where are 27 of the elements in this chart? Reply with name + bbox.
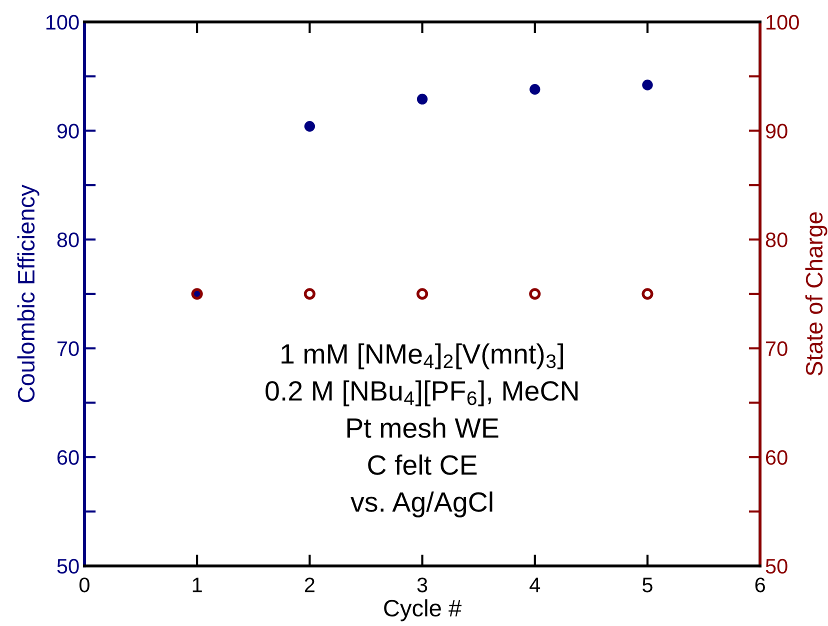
y2-axis-title: State of Charge xyxy=(805,212,828,376)
y2-tick-label: 100 xyxy=(766,14,799,30)
annotation: 1 mM [NMe$_{4}$]$_{2}$[V(mnt)$_{3}$] xyxy=(282,343,563,370)
annotation: Pt mesh WE xyxy=(347,418,498,438)
y-tick-label: 100 xyxy=(46,14,79,30)
y-tick-label: 50 xyxy=(57,558,79,574)
x-tick-label: 2 xyxy=(304,578,314,592)
y-tick-label: 90 xyxy=(57,124,79,138)
annotation: 0.2 M [NBu$_{4}$][PF$_{6}$], MeCN xyxy=(266,380,578,406)
x-tick-label: 4 xyxy=(530,578,540,592)
y-tick-label: 60 xyxy=(57,450,79,465)
annotation: vs. Ag/AgCl xyxy=(350,491,492,518)
y2-tick-label: 80 xyxy=(766,232,788,248)
y-tick-label: 80 xyxy=(57,232,79,248)
annotation: C felt CE xyxy=(368,454,477,475)
x-tick-label: 5 xyxy=(642,578,652,592)
x-tick-label: 1 xyxy=(192,578,202,592)
x-tick-label: 3 xyxy=(417,578,428,592)
y2-tick-label: 90 xyxy=(766,124,788,138)
x-tick-label: 0 xyxy=(79,578,90,592)
y-tick-label: 70 xyxy=(57,341,79,356)
x-tick-label: 6 xyxy=(755,578,765,592)
y2-tick-label: 60 xyxy=(766,450,788,465)
y-axis-title: Coulombic Efficiency xyxy=(17,184,40,402)
x-axis-title: Cycle # xyxy=(384,599,462,622)
y2-tick-label: 70 xyxy=(766,341,788,356)
y2-tick-label: 50 xyxy=(766,558,788,574)
